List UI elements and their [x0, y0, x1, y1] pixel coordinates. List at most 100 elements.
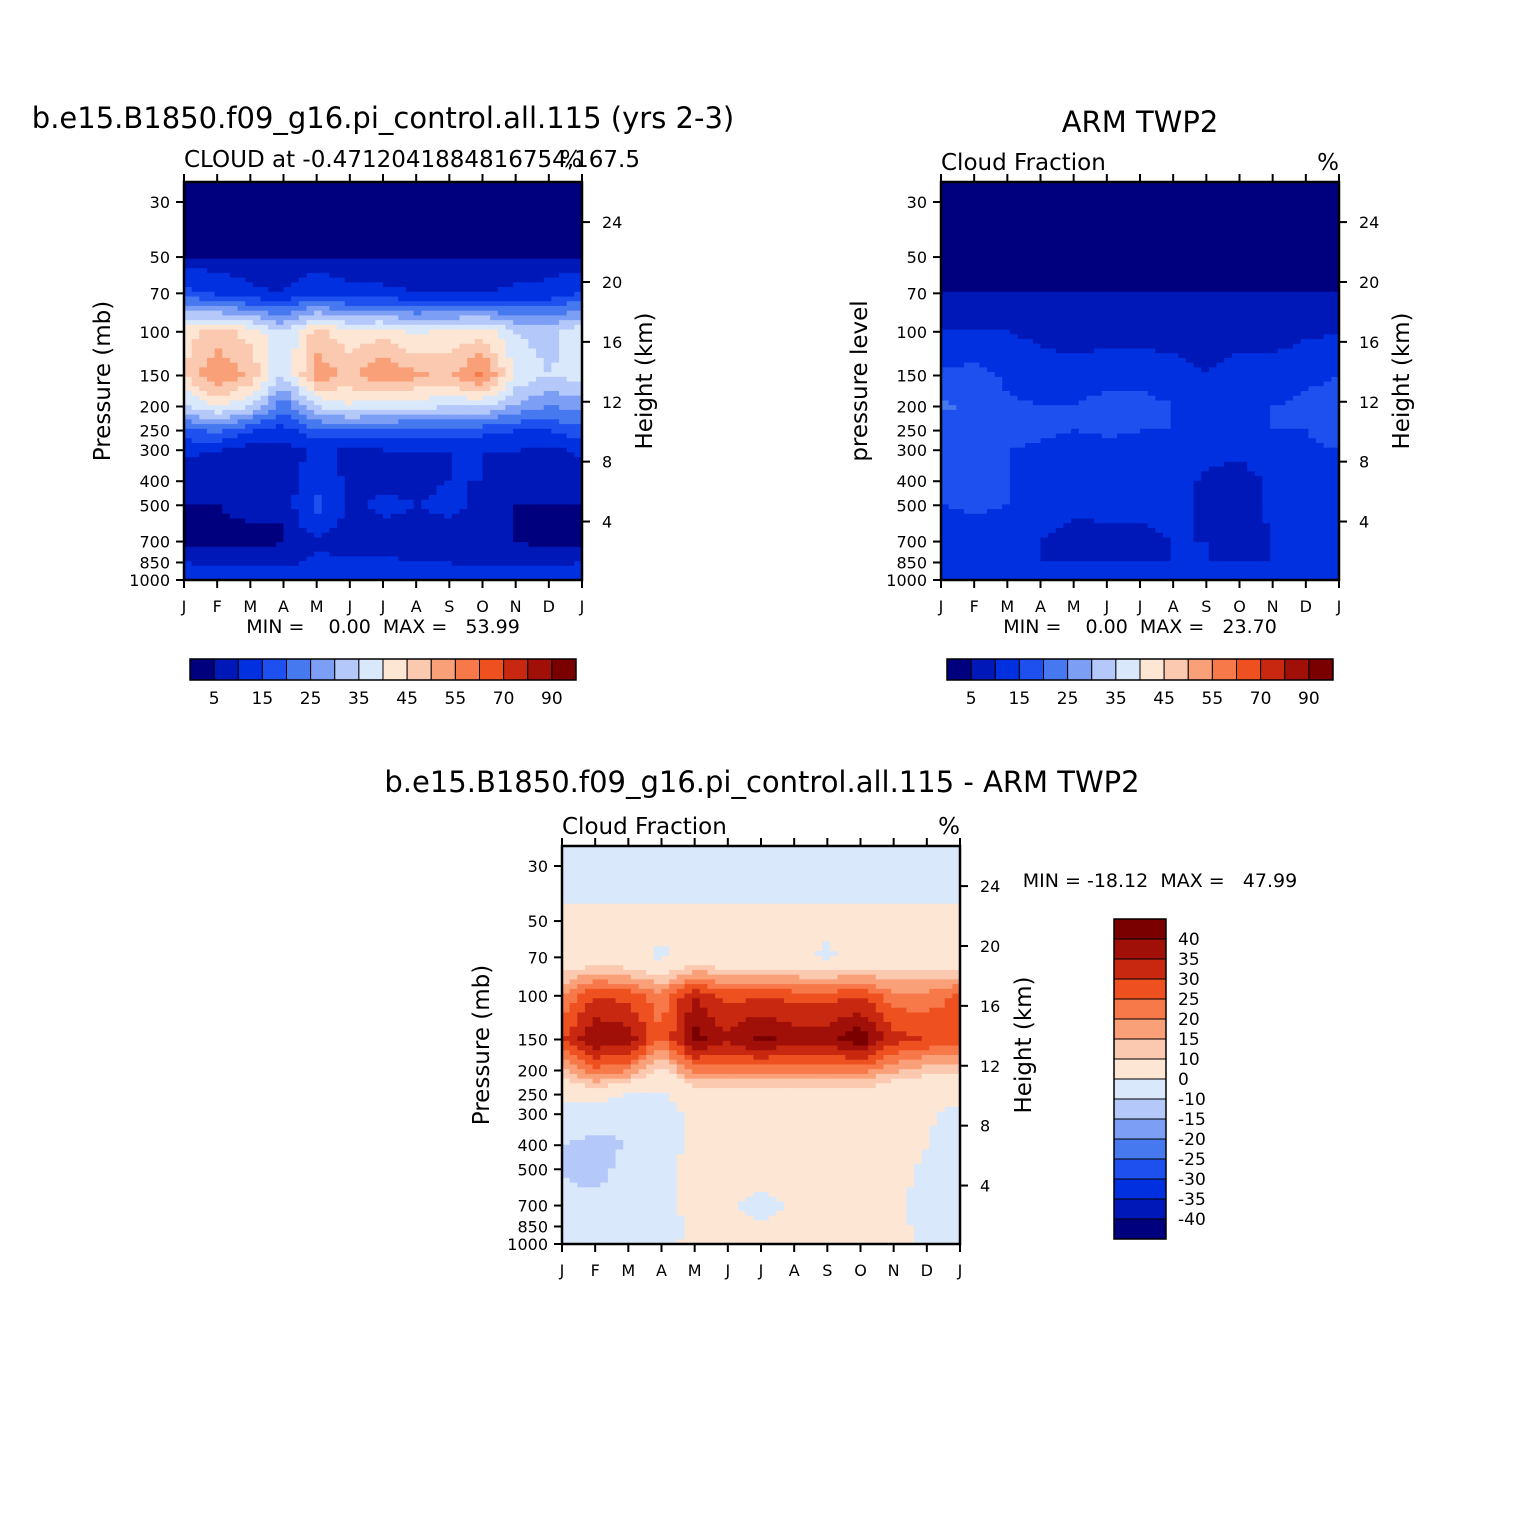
contour-cell	[543, 466, 552, 472]
contour-cell	[321, 386, 331, 392]
contour-cell	[1239, 206, 1248, 213]
contour-cell	[513, 551, 522, 557]
contour-cell	[436, 485, 445, 491]
contour-cell	[1101, 239, 1110, 246]
contour-cell	[390, 320, 399, 326]
contour-cell	[398, 386, 407, 392]
contour-cell	[528, 565, 537, 572]
contour-cell	[413, 249, 422, 255]
contour-cell	[306, 570, 315, 576]
contour-cell	[467, 414, 476, 420]
contour-cell	[1277, 235, 1287, 241]
pressure-label: 850	[139, 553, 170, 572]
contour-cell	[352, 414, 361, 420]
contour-cell	[520, 305, 530, 312]
contour-cell	[191, 513, 200, 520]
contour-cell	[543, 282, 552, 288]
contour-cell	[1331, 249, 1340, 255]
contour-cell	[1185, 202, 1195, 208]
contour-cell	[314, 334, 323, 340]
contour-cell	[986, 258, 996, 265]
contour-cell	[1193, 244, 1202, 250]
contour-cell	[467, 575, 476, 581]
contour-cell	[321, 324, 331, 331]
contour-cell	[283, 206, 292, 213]
contour-cell	[268, 258, 277, 265]
contour-cell	[505, 343, 514, 350]
contour-cell	[459, 277, 468, 283]
contour-cell	[191, 428, 200, 435]
contour-cell	[1124, 249, 1133, 255]
contour-cell	[543, 220, 552, 227]
contour-cell	[956, 235, 965, 241]
contour-cell	[1147, 211, 1156, 217]
contour-cell	[1132, 211, 1141, 217]
contour-cell	[1140, 263, 1149, 269]
contour-cell	[306, 551, 315, 557]
colorbar-label: 15	[252, 689, 274, 709]
contour-cell	[405, 461, 415, 468]
contour-cell	[1063, 216, 1072, 222]
contour-cell	[482, 504, 491, 510]
contour-cell	[482, 268, 491, 274]
contour-cell	[383, 461, 392, 468]
contour-cell	[252, 428, 262, 435]
contour-cell	[1224, 206, 1233, 213]
contour-cell	[314, 263, 323, 269]
contour-cell	[1055, 244, 1065, 250]
contour-cell	[298, 362, 308, 368]
contour-cell	[206, 244, 216, 250]
contour-cell	[245, 528, 254, 534]
contour-cell	[528, 438, 537, 444]
contour-cell	[1040, 239, 1049, 246]
contour-cell	[482, 305, 491, 312]
contour-cell	[360, 546, 369, 553]
contour-cell	[474, 414, 484, 420]
contour-cell	[398, 395, 407, 402]
contour-cell	[956, 263, 965, 269]
contour-cell	[383, 471, 392, 477]
contour-cell	[520, 542, 530, 548]
contour-cell	[191, 296, 200, 302]
contour-cell	[260, 324, 269, 331]
contour-cell	[314, 480, 323, 487]
contour-cell	[536, 442, 545, 449]
contour-cell	[482, 202, 491, 208]
contour-cell	[536, 485, 545, 491]
contour-cell	[536, 471, 545, 477]
contour-cell	[505, 391, 514, 397]
contour-cell	[229, 291, 239, 298]
contour-cell	[474, 230, 484, 236]
contour-cell	[337, 334, 346, 340]
contour-cell	[314, 230, 323, 236]
contour-cell	[474, 528, 484, 534]
contour-cell	[1247, 239, 1256, 246]
contour-cell	[352, 211, 361, 217]
contour-cell	[1147, 206, 1156, 213]
contour-cell	[405, 272, 415, 279]
contour-cell	[383, 339, 392, 345]
contour-cell	[528, 253, 537, 260]
contour-cell	[543, 249, 552, 255]
contour-cell	[291, 343, 300, 350]
contour-cell	[245, 523, 254, 529]
contour-cell	[314, 509, 323, 515]
contour-cell	[298, 400, 308, 406]
contour-cell	[528, 461, 537, 468]
contour-cell	[360, 391, 369, 397]
contour-cell	[451, 499, 461, 506]
contour-cell	[543, 315, 552, 321]
contour-cell	[1262, 253, 1271, 260]
contour-cell	[275, 551, 285, 557]
contour-cell	[520, 258, 530, 265]
contour-cell	[367, 461, 376, 468]
contour-cell	[237, 424, 246, 430]
contour-cell	[1170, 263, 1179, 269]
contour-cell	[413, 523, 422, 529]
contour-cell	[268, 471, 277, 477]
contour-cell	[1101, 249, 1110, 255]
contour-cell	[444, 291, 453, 298]
contour-cell	[428, 367, 438, 373]
contour-cell	[337, 211, 346, 217]
contour-cell	[275, 518, 285, 524]
